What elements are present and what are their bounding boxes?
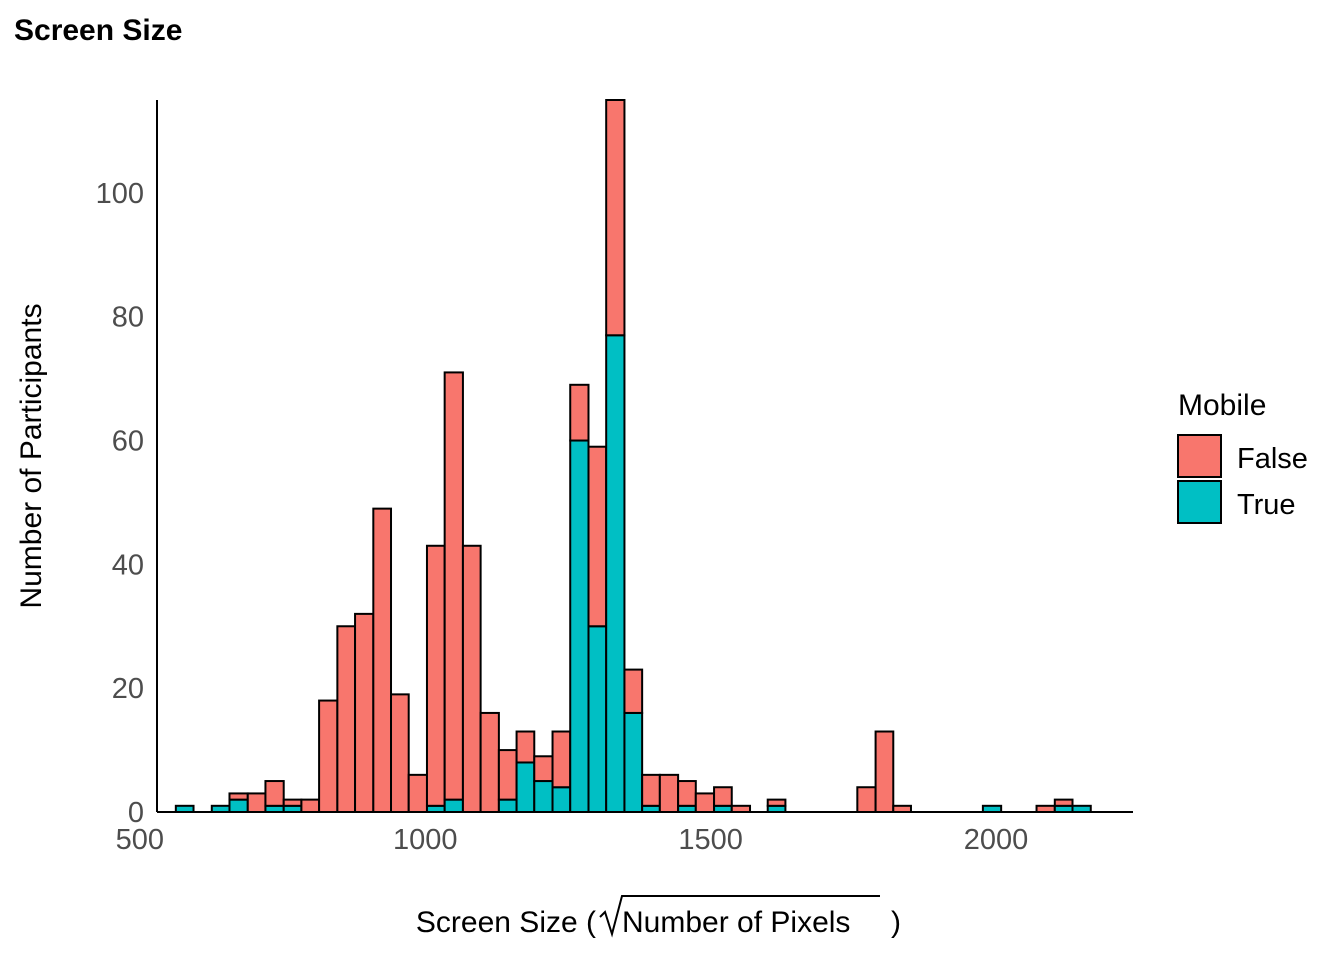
bar-true: [623, 711, 644, 814]
bar-true: [587, 625, 608, 813]
chart-title: Screen Size: [14, 14, 182, 47]
bar-false: [1053, 798, 1074, 807]
x-tick-label: 1000: [393, 824, 458, 856]
bar-false: [354, 612, 375, 813]
bar-false: [677, 780, 697, 807]
bar-false: [300, 798, 321, 813]
bar-true: [515, 761, 536, 813]
y-ticks: 0 20 40 60 80 100: [96, 178, 144, 829]
y-tick-label: 80: [112, 302, 144, 334]
bar-false: [533, 755, 554, 783]
bar-false: [856, 786, 877, 814]
bar-false: [372, 507, 393, 813]
bar-false: [497, 749, 518, 801]
bar-false: [694, 792, 716, 813]
bar-false: [282, 798, 303, 807]
bar-true: [228, 798, 249, 813]
bar-false: [569, 383, 590, 442]
x-axis-title-prefix: Screen Size (: [416, 906, 596, 939]
sqrt-radical-icon: [599, 895, 880, 938]
bar-false: [228, 792, 249, 801]
bar-false: [246, 792, 267, 813]
x-tick-label: 2000: [964, 824, 1029, 856]
bar-false: [461, 544, 482, 813]
x-tick-label: 1500: [678, 824, 743, 856]
y-tick-label: 40: [112, 549, 144, 581]
bar-false: [874, 730, 895, 814]
x-axis-title-suffix: ): [891, 906, 901, 939]
bar-false: [587, 445, 608, 628]
bar-false: [623, 668, 644, 714]
bar-false: [766, 798, 787, 807]
bar-false: [713, 786, 733, 807]
x-tick-label: 500: [116, 824, 164, 856]
bar-false: [641, 773, 661, 807]
bar-false: [318, 699, 339, 813]
bar-true: [497, 798, 518, 813]
legend-title: Mobile: [1178, 389, 1266, 422]
bar-false: [390, 693, 410, 814]
bar-true: [551, 786, 572, 814]
bar-false: [551, 730, 572, 789]
x-ticks: 500 1000 1500 2000: [116, 824, 1029, 856]
bar-true: [569, 439, 590, 813]
bar-false: [515, 730, 536, 764]
bar-false: [264, 780, 285, 807]
bar-false: [479, 711, 500, 814]
bar-true: [533, 780, 554, 813]
y-tick-label: 0: [128, 797, 144, 829]
bars-layer: [174, 99, 1092, 814]
bar-false: [605, 99, 626, 337]
y-tick-label: 60: [112, 426, 144, 458]
x-axis-title-radicand: Number of Pixels: [622, 906, 850, 939]
y-tick-label: 100: [96, 178, 144, 210]
bar-false: [407, 773, 428, 813]
bar-false: [336, 625, 357, 813]
legend: Mobile False True: [1177, 389, 1308, 524]
bar-false: [443, 371, 464, 801]
legend-label-false: False: [1237, 443, 1308, 475]
legend-label-true: True: [1237, 489, 1296, 521]
bar-true: [605, 334, 626, 813]
y-tick-label: 20: [112, 673, 144, 705]
y-axis-title: Number of Participants: [15, 303, 48, 608]
bar-false: [425, 544, 446, 807]
bar-true: [443, 798, 464, 813]
legend-swatch-false: [1177, 434, 1222, 478]
x-axis-title: Screen Size ( Number of Pixels ): [416, 895, 901, 939]
legend-swatch-true: [1177, 480, 1222, 524]
bar-false: [658, 773, 680, 813]
